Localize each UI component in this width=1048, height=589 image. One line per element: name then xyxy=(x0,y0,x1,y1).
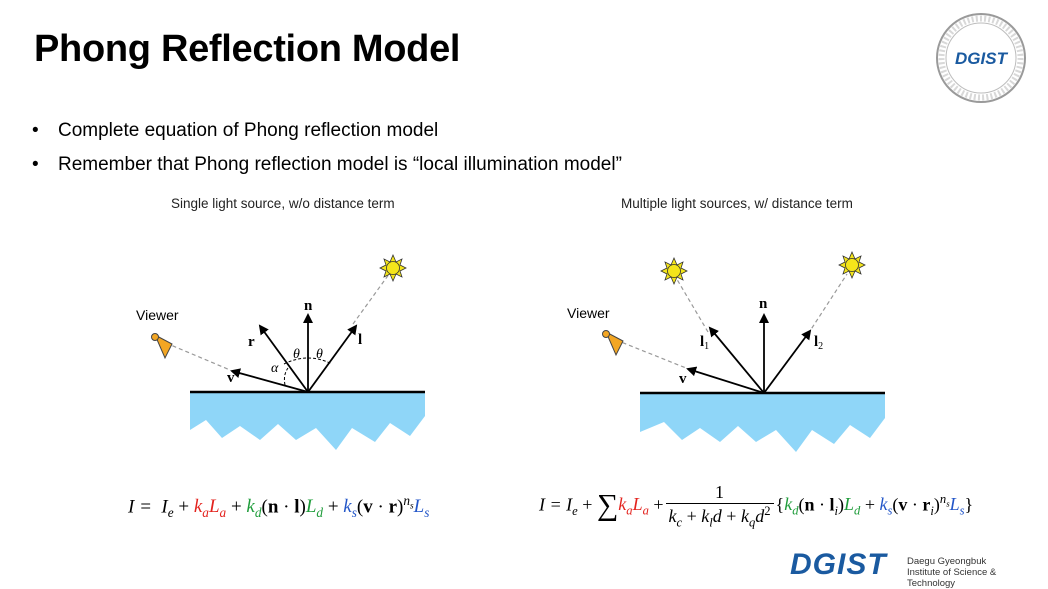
viewer-dashed-line xyxy=(615,339,687,369)
footer-dgist-logo: DGIST Daegu Gyeongbuk Institute of Scien… xyxy=(790,548,1040,589)
footer-logo-line2: Institute of Science & Technology xyxy=(907,567,997,589)
viewer-icon xyxy=(151,333,173,360)
bullet-item-2: • Remember that Phong reflection model is… xyxy=(32,154,622,176)
viewer-dashed-line xyxy=(165,342,231,371)
label-n: n xyxy=(304,298,313,314)
vector-v xyxy=(686,366,765,394)
label-l1: l1 xyxy=(700,334,709,352)
label-r: r xyxy=(248,334,255,350)
label-v: v xyxy=(227,370,235,386)
left-figure-caption: Single light source, w/o distance term xyxy=(171,196,395,211)
label-theta-2: θ xyxy=(316,347,323,362)
slide-title: Phong Reflection Model xyxy=(34,28,461,70)
vector-v xyxy=(230,368,309,393)
water-surface xyxy=(640,393,885,452)
label-l: l xyxy=(358,332,362,348)
bullet-marker: • xyxy=(32,120,39,141)
right-reflection-diagram: Viewer n l1 l2 v xyxy=(567,250,885,452)
vector-l1 xyxy=(708,326,765,394)
light1-dashed-line xyxy=(674,275,709,333)
footer-logo-line1: Daegu Gyeongbuk xyxy=(907,556,987,567)
label-n: n xyxy=(759,296,768,312)
label-v: v xyxy=(679,371,687,387)
viewer-icon xyxy=(602,330,624,357)
right-figure-caption: Multiple light sources, w/ distance term xyxy=(621,196,853,211)
label-l2: l2 xyxy=(814,334,823,352)
footer-logo-subtitle: Daegu Gyeongbuk Institute of Science & T… xyxy=(907,556,1040,589)
label-theta-1: θ xyxy=(293,347,300,362)
label-alpha: α xyxy=(271,361,279,376)
bullet-item-1: • Complete equation of Phong reflection m… xyxy=(32,120,438,142)
light2-dashed-line xyxy=(807,273,848,335)
bullet-marker: • xyxy=(32,154,39,175)
dgist-seal-logo: DGIST xyxy=(936,13,1026,103)
footer-logo-wordmark: DGIST xyxy=(790,548,887,581)
sun-icon xyxy=(379,253,407,283)
vector-r xyxy=(258,324,309,393)
water-surface xyxy=(190,392,425,450)
alpha-arc xyxy=(283,367,289,386)
viewer-label: Viewer xyxy=(567,305,610,321)
sun-icon xyxy=(838,250,866,280)
sun-icon xyxy=(660,256,688,286)
vector-l xyxy=(307,324,358,393)
right-phong-equation: I = Ie + ∑kaLa +1 kc + kld + kqd2 {kd(n · … xyxy=(539,482,974,530)
bullet-text-1: Complete equation of Phong reflection mo… xyxy=(58,120,439,141)
theta-arc xyxy=(283,357,333,365)
bullet-text-2: Remember that Phong reflection model is … xyxy=(58,154,622,175)
light-dashed-line xyxy=(352,269,393,325)
left-reflection-diagram: Viewer n l r v θ θ α xyxy=(136,253,425,450)
vector-l2 xyxy=(763,329,812,394)
seal-text: DGIST xyxy=(955,49,1009,68)
viewer-label: Viewer xyxy=(136,307,179,323)
left-phong-equation: I = Ie + kaLa + kd(n · l)Ld + ks(v · r)n… xyxy=(128,493,430,521)
